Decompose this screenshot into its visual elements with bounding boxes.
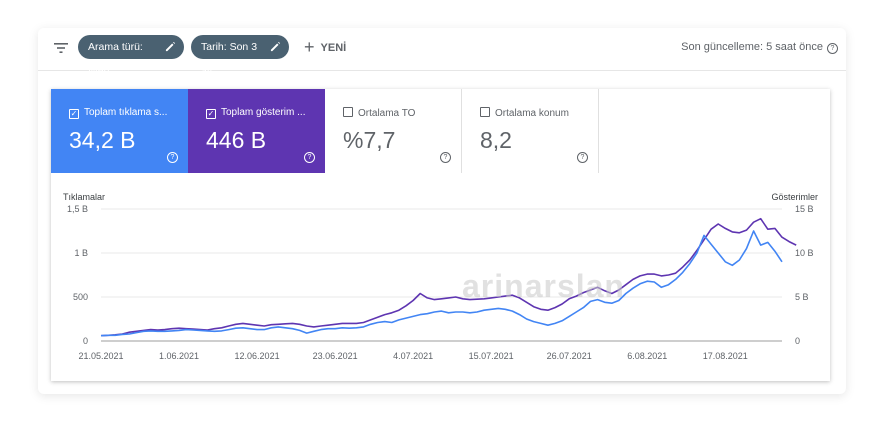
metric-average-ctr[interactable]: Ortalama TO %7,7 ? bbox=[325, 89, 462, 173]
checkbox-unchecked-icon[interactable] bbox=[480, 107, 490, 117]
right-tick-label: 15 B bbox=[795, 204, 814, 214]
edit-pencil-icon[interactable] bbox=[165, 41, 176, 52]
plus-icon: + bbox=[304, 37, 315, 57]
right-tick-label: 5 B bbox=[795, 292, 809, 302]
metric-total-clicks-label: Toplam tıklama s... bbox=[84, 107, 168, 118]
x-tick-label: 26.07.2021 bbox=[547, 351, 592, 361]
metric-average-position[interactable]: Ortalama konum 8,2 ? bbox=[462, 89, 599, 173]
metric-total-clicks[interactable]: ✓ Toplam tıklama s... 34,2 B ? bbox=[51, 89, 188, 173]
chip-search-type-label: Arama türü: Web bbox=[88, 41, 143, 77]
x-tick-label: 21.05.2021 bbox=[78, 351, 123, 361]
chip-date-range-label: Tarih: Son 3 ay bbox=[201, 41, 258, 77]
checkbox-unchecked-icon[interactable] bbox=[343, 107, 353, 117]
filter-icon[interactable] bbox=[54, 42, 68, 54]
x-tick-label: 12.06.2021 bbox=[235, 351, 280, 361]
x-tick-label: 1.06.2021 bbox=[159, 351, 199, 361]
watermark: arinarslan bbox=[462, 268, 625, 304]
chip-search-type[interactable]: Arama türü: Web bbox=[78, 35, 184, 77]
help-icon[interactable]: ? bbox=[167, 152, 178, 163]
metric-total-clicks-value: 34,2 B bbox=[69, 127, 136, 153]
help-icon[interactable]: ? bbox=[827, 43, 838, 54]
right-tick-label: 10 B bbox=[795, 248, 814, 258]
performance-panel: ✓ Toplam tıklama s... 34,2 B ? ✓ Toplam gö… bbox=[51, 89, 830, 381]
metric-total-impressions-label: Toplam gösterim ... bbox=[221, 107, 306, 118]
edit-pencil-icon[interactable] bbox=[270, 41, 281, 52]
metric-average-position-label: Ortalama konum bbox=[495, 108, 569, 119]
clicks-series-line bbox=[100, 230, 783, 337]
x-tick-label: 17.08.2021 bbox=[703, 351, 748, 361]
help-icon[interactable]: ? bbox=[304, 152, 315, 163]
last-updated-label: Son güncelleme: 5 saat önce bbox=[681, 41, 823, 53]
help-icon[interactable]: ? bbox=[577, 152, 588, 163]
metric-average-position-value: 8,2 bbox=[480, 127, 512, 153]
new-filter-button[interactable]: + YENİ bbox=[304, 37, 346, 57]
new-filter-label: YENİ bbox=[320, 42, 347, 54]
last-updated: Son güncelleme: 5 saat önce? bbox=[681, 37, 838, 57]
left-tick-label: 0 bbox=[83, 336, 88, 346]
left-tick-label: 1,5 B bbox=[67, 204, 88, 214]
checkbox-checked-icon[interactable]: ✓ bbox=[206, 109, 216, 119]
metric-average-ctr-value: %7,7 bbox=[343, 127, 396, 153]
chip-date-range[interactable]: Tarih: Son 3 ay bbox=[191, 35, 289, 77]
x-tick-label: 23.06.2021 bbox=[313, 351, 358, 361]
x-tick-label: 15.07.2021 bbox=[469, 351, 514, 361]
left-tick-label: 500 bbox=[73, 292, 88, 302]
metric-average-ctr-label: Ortalama TO bbox=[358, 108, 416, 119]
x-tick-label: 6.08.2021 bbox=[627, 351, 667, 361]
checkbox-checked-icon[interactable]: ✓ bbox=[69, 109, 79, 119]
left-axis-title: Tıklamalar bbox=[63, 192, 105, 202]
metric-total-impressions[interactable]: ✓ Toplam gösterim ... 446 B ? bbox=[188, 89, 325, 173]
impressions-series-line bbox=[100, 217, 797, 337]
right-tick-label: 0 bbox=[795, 336, 800, 346]
performance-chart: Tıklamalar Gösterimler 0 500 1 B 1,5 B 0 5 B… bbox=[63, 192, 818, 361]
left-tick-label: 1 B bbox=[74, 248, 88, 258]
filter-toolbar: Arama türü: Web Tarih: Son 3 ay + YENİ So… bbox=[38, 28, 846, 77]
metric-total-impressions-value: 446 B bbox=[206, 127, 267, 153]
right-axis-title: Gösterimler bbox=[771, 192, 818, 202]
x-tick-label: 4.07.2021 bbox=[393, 351, 433, 361]
help-icon[interactable]: ? bbox=[440, 152, 451, 163]
